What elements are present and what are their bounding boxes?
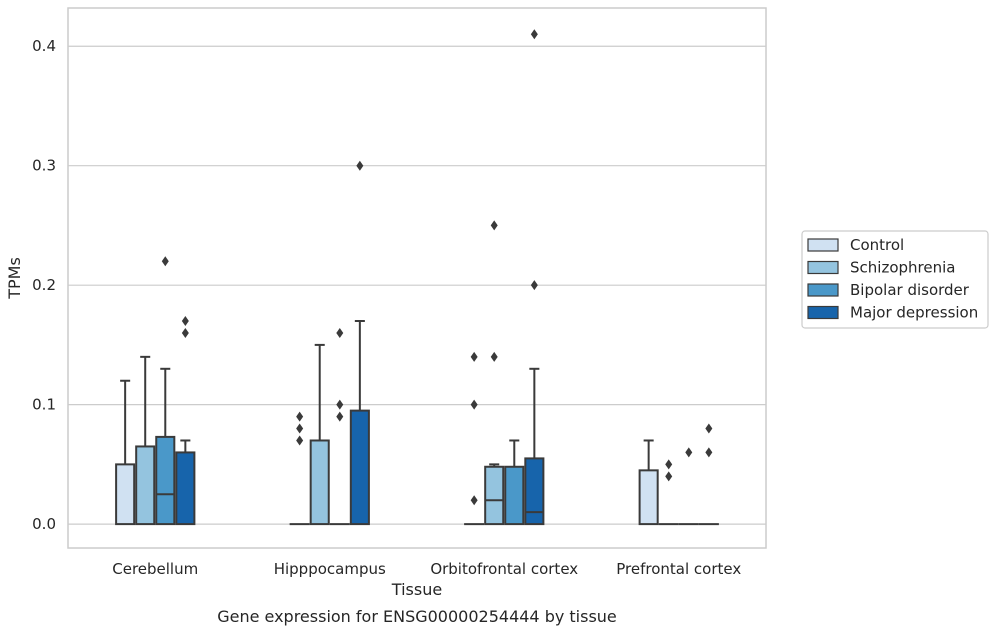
x-tick-label: Hipppocampus [274,560,386,578]
outlier-point [181,316,189,327]
box-control [638,439,659,526]
chart-caption: Gene expression for ENSG00000254444 by t… [217,607,617,626]
outlier-point [530,280,538,291]
box-major-depression [349,160,370,526]
legend-swatch [807,283,839,297]
outlier-point [181,327,189,338]
box-schizophrenia [309,343,330,526]
outlier-point [470,399,478,410]
box-rect [504,465,525,526]
box-schizophrenia [135,355,156,526]
outlier-point [336,411,344,422]
x-axis-label: Tissue [391,580,442,599]
box-major-depression [698,423,719,526]
box-rect [349,409,370,526]
box-schizophrenia [658,459,679,526]
plot-boxes [115,29,719,526]
y-tick-labels: 0.0 0.1 0.2 0.3 0.4 [32,37,56,533]
outlier-point [470,351,478,362]
legend-label: Major depression [850,304,978,322]
box-bipolar-disorder [678,447,699,526]
outlier-point [665,459,673,470]
legend: Control Schizophrenia Bipolar disorder Majo… [801,230,989,329]
box-bipolar-disorder [329,327,350,526]
y-tick-label: 0.3 [32,157,56,175]
y-tick-label: 0.1 [32,396,56,414]
outlier-point [665,471,673,482]
outlier-point [490,220,498,231]
box-rect [155,435,176,526]
outlier-point [705,423,713,434]
outlier-point [336,399,344,410]
legend-label: Schizophrenia [850,259,955,277]
legend-swatch [807,238,839,252]
y-tick-label: 0.4 [32,37,56,55]
plot-frame [67,7,767,549]
x-tick-labels: Cerebellum Hipppocampus Orbitofrontal cort… [112,560,741,578]
box-rect [309,439,330,526]
outlier-point [296,411,304,422]
y-axis-label: TPMs [5,257,24,300]
box-control [289,411,310,526]
outlier-point [705,447,713,458]
legend-swatch [807,260,839,275]
outlier-point [296,435,304,446]
outlier-point [470,495,478,506]
outlier-point [490,351,498,362]
box-schizophrenia [484,220,505,526]
box-bipolar-disorder [504,439,525,526]
legend-frame [801,230,989,329]
box-major-depression [175,316,196,526]
outlier-point [530,29,538,40]
outlier-point [356,160,364,171]
y-tick-label: 0.0 [32,515,56,533]
box-rect [638,469,659,526]
x-tick-label: Orbitofrontal cortex [430,560,578,578]
box-rect [135,445,156,526]
box-bipolar-disorder [155,256,176,526]
x-tick-label: Cerebellum [112,560,198,578]
box-rect [115,463,136,526]
box-rect [175,451,196,526]
box-major-depression [524,29,545,526]
box-control [464,351,485,526]
outlier-point [336,327,344,338]
legend-label: Bipolar disorder [850,281,970,299]
x-tick-label: Prefrontal cortex [616,560,741,578]
legend-label: Control [850,236,904,254]
box-rect [524,457,545,526]
box-rect [484,465,505,526]
y-tick-label: 0.2 [32,276,56,294]
outlier-point [161,256,169,267]
legend-swatch [807,305,839,320]
outlier-point [685,447,693,458]
outlier-point [296,423,304,434]
box-control [115,379,136,526]
